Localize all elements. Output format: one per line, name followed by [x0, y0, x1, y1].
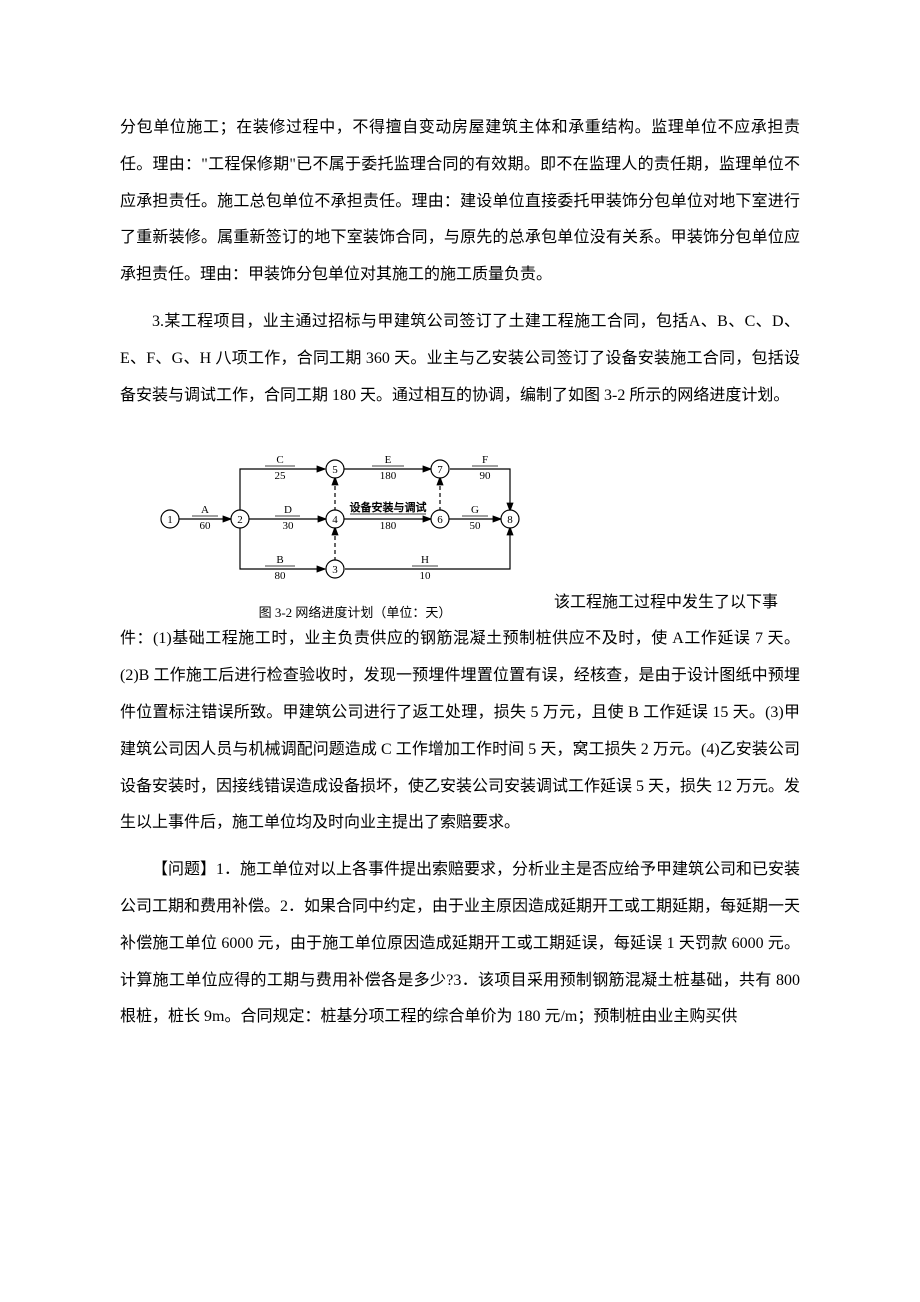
svg-text:50: 50	[470, 520, 482, 532]
paragraph-3-lead: 该工程施工过程中发生了以下事	[554, 585, 778, 622]
svg-text:F: F	[482, 454, 488, 466]
svg-text:1: 1	[167, 514, 173, 526]
svg-text:5: 5	[332, 464, 338, 476]
svg-text:80: 80	[275, 570, 287, 582]
svg-text:180: 180	[380, 520, 397, 532]
svg-text:E: E	[385, 454, 392, 466]
svg-text:B: B	[276, 554, 283, 566]
network-diagram-wrapper: A 60 B 80 C 25 D 30 E 180 设备安装与调试 180 F 90 G 50 H 10 1 2 3 4…	[120, 424, 530, 621]
svg-text:25: 25	[275, 470, 287, 482]
svg-text:30: 30	[283, 520, 295, 532]
svg-text:2: 2	[237, 514, 243, 526]
svg-text:H: H	[421, 554, 429, 566]
svg-text:180: 180	[380, 470, 397, 482]
svg-text:D: D	[284, 504, 292, 516]
svg-text:C: C	[276, 454, 283, 466]
svg-text:6: 6	[437, 514, 443, 526]
svg-text:8: 8	[507, 514, 513, 526]
svg-text:90: 90	[480, 470, 492, 482]
svg-text:7: 7	[437, 464, 443, 476]
network-diagram-svg: A 60 B 80 C 25 D 30 E 180 设备安装与调试 180 F 90 G 50 H 10 1 2 3 4…	[150, 439, 530, 594]
svg-text:60: 60	[200, 520, 212, 532]
diagram-caption: 图 3-2 网络进度计划（单位：天）	[180, 602, 530, 621]
paragraph-4: 【问题】1．施工单位对以上各事件提出索赔要求，分析业主是否应给予甲建筑公司和已安…	[120, 852, 800, 1036]
svg-text:设备安装与调试: 设备安装与调试	[350, 500, 427, 514]
svg-text:10: 10	[420, 570, 432, 582]
diagram-row: A 60 B 80 C 25 D 30 E 180 设备安装与调试 180 F 90 G 50 H 10 1 2 3 4…	[120, 424, 800, 621]
paragraph-2: 3.某工程项目，业主通过招标与甲建筑公司签订了土建工程施工合同，包括A、B、C、…	[120, 304, 800, 414]
svg-text:G: G	[471, 504, 479, 516]
svg-text:3: 3	[332, 564, 338, 576]
paragraph-3-cont: 件：(1)基础工程施工时，业主负责供应的钢筋混凝土预制桩供应不及时，使 A工作延…	[120, 621, 800, 842]
svg-text:A: A	[201, 504, 209, 516]
paragraph-1: 分包单位施工；在装修过程中，不得擅自变动房屋建筑主体和承重结构。监理单位不应承担…	[120, 110, 800, 294]
svg-text:4: 4	[332, 514, 338, 526]
